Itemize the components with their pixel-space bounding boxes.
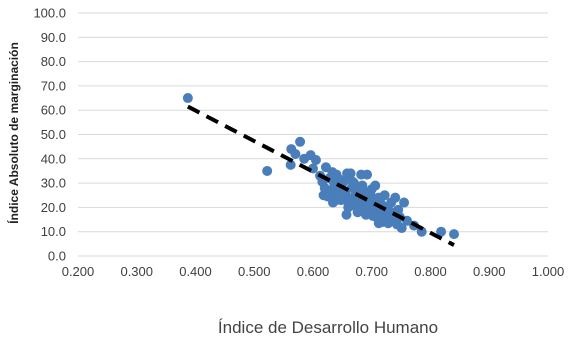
data-point (399, 197, 410, 208)
y-tick-label: 40.0 (41, 151, 66, 166)
data-point (343, 202, 354, 213)
x-tick-label: 0.800 (414, 264, 447, 279)
y-tick-label: 20.0 (41, 200, 66, 215)
y-tick-label: 60.0 (41, 103, 66, 118)
x-axis-title: Índice de Desarrollo Humano (218, 318, 438, 337)
data-point (396, 223, 407, 234)
trendline (186, 104, 455, 247)
x-tick-label: 0.900 (473, 264, 506, 279)
y-tick-label: 0.0 (48, 249, 66, 264)
y-tick-label: 90.0 (41, 30, 66, 45)
data-point (449, 229, 459, 240)
y-axis-title: Índice Absoluto de marginación (6, 42, 21, 224)
x-tick-labels: 0.200 0.300 0.400 0.500 0.600 0.700 0.800 0.900… (62, 264, 565, 279)
data-point (342, 168, 353, 179)
data-point (366, 184, 377, 195)
data-point (327, 197, 338, 208)
data-point (182, 93, 193, 104)
x-tick-label: 0.600 (297, 264, 330, 279)
data-point (285, 159, 296, 170)
x-tick-label: 0.400 (179, 264, 212, 279)
x-tick-label: 0.200 (62, 264, 95, 279)
y-tick-label: 80.0 (41, 54, 66, 69)
data-point (262, 165, 273, 176)
y-tick-label: 30.0 (41, 176, 66, 191)
y-tick-labels: 0.0 10.0 20.0 30.0 40.0 50.0 60.0 70.0 80.0 90.0 1… (33, 6, 66, 264)
trendline-group (186, 104, 455, 247)
y-tick-label: 100.0 (33, 6, 66, 21)
data-point (379, 190, 390, 201)
data-point (390, 192, 401, 203)
data-point (310, 155, 321, 166)
data-point (362, 169, 373, 180)
x-tick-label: 0.500 (238, 264, 271, 279)
data-point (347, 176, 358, 187)
data-point (436, 226, 447, 237)
y-tick-label: 10.0 (41, 224, 66, 239)
x-tick-label: 0.300 (120, 264, 153, 279)
data-point (360, 209, 371, 220)
data-point (295, 136, 306, 147)
data-point (339, 190, 350, 201)
y-tick-label: 50.0 (41, 127, 66, 142)
x-tick-label: 1.000 (532, 264, 565, 279)
data-point (290, 148, 301, 159)
gridlines (78, 12, 548, 257)
x-tick-label: 0.700 (355, 264, 388, 279)
data-points (182, 93, 459, 240)
data-point (352, 196, 363, 207)
data-point (373, 218, 384, 229)
y-tick-label: 70.0 (41, 78, 66, 93)
